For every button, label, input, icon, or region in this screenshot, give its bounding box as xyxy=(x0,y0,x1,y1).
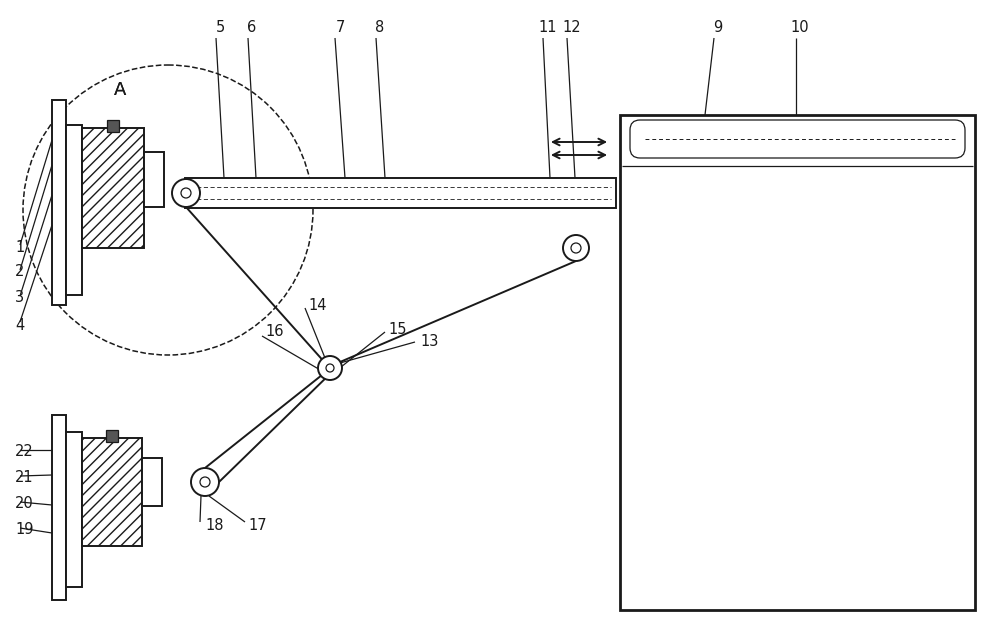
Bar xyxy=(82,438,142,546)
Bar xyxy=(142,458,162,506)
Bar xyxy=(620,115,975,610)
Text: 15: 15 xyxy=(388,322,406,338)
Text: 6: 6 xyxy=(247,21,257,35)
Bar xyxy=(107,120,119,132)
Bar xyxy=(82,128,144,248)
Text: 21: 21 xyxy=(15,470,34,485)
FancyBboxPatch shape xyxy=(630,120,965,158)
Circle shape xyxy=(200,477,210,487)
Text: 4: 4 xyxy=(15,317,24,333)
Circle shape xyxy=(172,179,200,207)
Text: 16: 16 xyxy=(265,324,284,340)
Text: 20: 20 xyxy=(15,497,34,512)
Text: 11: 11 xyxy=(539,21,557,35)
Text: A: A xyxy=(114,81,126,99)
Circle shape xyxy=(326,364,334,372)
Bar xyxy=(52,100,66,305)
Bar xyxy=(106,430,118,442)
Text: 3: 3 xyxy=(15,290,24,306)
Bar xyxy=(52,415,66,600)
Text: A: A xyxy=(114,81,126,99)
Bar xyxy=(66,432,82,587)
Text: 7: 7 xyxy=(335,21,345,35)
Circle shape xyxy=(318,356,342,380)
Text: 14: 14 xyxy=(308,297,326,313)
Text: 8: 8 xyxy=(375,21,385,35)
Text: 5: 5 xyxy=(215,21,225,35)
Circle shape xyxy=(181,188,191,198)
Text: 2: 2 xyxy=(15,265,24,279)
Text: 10: 10 xyxy=(791,21,809,35)
Circle shape xyxy=(191,468,219,496)
Text: 18: 18 xyxy=(205,517,224,533)
Text: 22: 22 xyxy=(15,444,34,460)
Bar xyxy=(144,152,164,207)
Text: 17: 17 xyxy=(248,517,267,533)
Text: 9: 9 xyxy=(713,21,723,35)
Circle shape xyxy=(571,243,581,253)
Text: 13: 13 xyxy=(420,335,438,349)
Bar xyxy=(185,178,616,208)
Bar xyxy=(66,125,82,295)
Text: 1: 1 xyxy=(15,240,24,256)
Text: 12: 12 xyxy=(563,21,581,35)
Text: 19: 19 xyxy=(15,522,34,538)
Circle shape xyxy=(563,235,589,261)
